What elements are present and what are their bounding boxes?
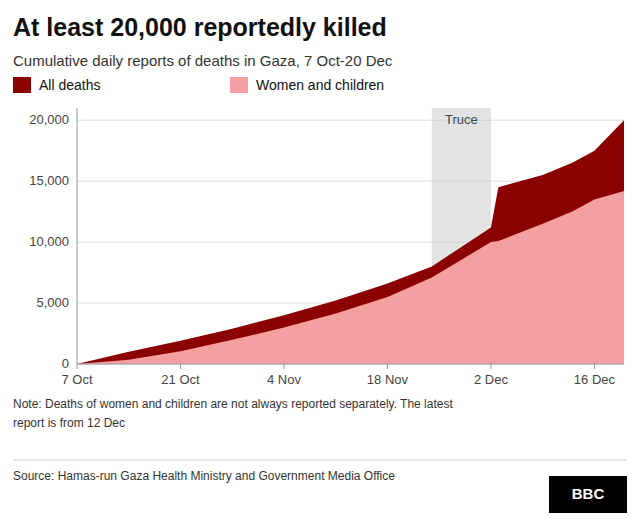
- x-tick-label: 7 Oct: [61, 372, 92, 387]
- subtitle: Cumulative daily reports of deaths in Ga…: [13, 52, 393, 69]
- area: [77, 191, 624, 364]
- grid-line: [77, 120, 624, 121]
- note: report is from 12 Dec: [13, 416, 125, 430]
- logo: BBC: [572, 485, 605, 502]
- title: At least 20,000 reportedly killed: [13, 13, 387, 41]
- truce-label: Truce: [445, 112, 478, 127]
- separator: [13, 460, 627, 461]
- y-tick-label: 0: [62, 356, 69, 371]
- x-tick: [77, 364, 78, 369]
- plot-data: [77, 108, 624, 364]
- y-axis-line: [77, 108, 78, 364]
- legend-label: Women and children: [256, 77, 384, 93]
- source: Source: Hamas-run Gaza Health Ministry a…: [13, 469, 395, 483]
- x-tick-label: 21 Oct: [161, 372, 200, 387]
- area: [77, 120, 624, 364]
- grid: [77, 120, 624, 364]
- x-tick: [283, 364, 284, 369]
- y-tick-label: 20,000: [29, 112, 69, 127]
- grid-line: [77, 364, 624, 365]
- legend-item: All deaths: [13, 77, 100, 93]
- legend-swatch: [230, 77, 248, 93]
- chart: At least 20,000 reportedly killed Cumulat…: [0, 0, 640, 520]
- y-tick-label: 10,000: [29, 234, 69, 249]
- note: Note: Deaths of women and children are n…: [13, 397, 453, 411]
- x-tick-label: 2 Dec: [474, 372, 508, 387]
- y-tick-label: 5,000: [36, 295, 69, 310]
- x-tick-label: 4 Nov: [267, 372, 301, 387]
- logo-box: [549, 476, 627, 513]
- legend-swatch: [13, 77, 31, 93]
- legend-item: Women and children: [230, 77, 384, 93]
- x-tick: [490, 364, 491, 369]
- x-tick-label: 18 Nov: [367, 372, 409, 387]
- x-tick-label: 16 Dec: [574, 372, 616, 387]
- x-tick: [180, 364, 181, 369]
- x-tick: [594, 364, 595, 369]
- x-axis-line: [77, 364, 624, 365]
- legend-label: All deaths: [39, 77, 100, 93]
- y-tick-label: 15,000: [29, 173, 69, 188]
- x-tick: [387, 364, 388, 369]
